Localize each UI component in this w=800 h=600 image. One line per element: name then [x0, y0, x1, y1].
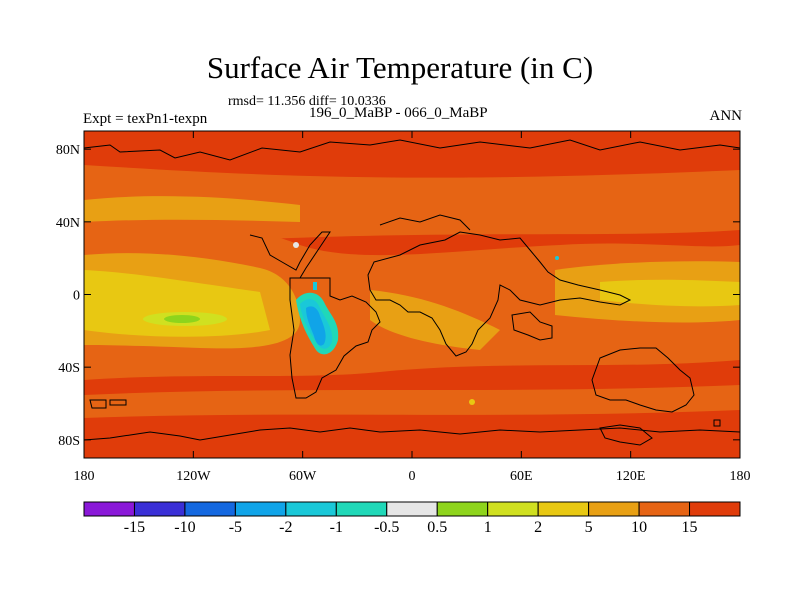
- colorbar-swatch: [537, 501, 590, 517]
- field-band-mid-lat: [84, 196, 300, 222]
- coastlines: [84, 139, 740, 446]
- latitude-axis: 80N 40N 0 40S 80S: [56, 143, 740, 449]
- colorbar-label: -15: [124, 519, 145, 536]
- field-spot-yellow-south: [469, 399, 475, 405]
- colorbar-swatch: [285, 501, 337, 517]
- colorbar-swatch: [588, 501, 640, 517]
- rmsd-diff-stats: rmsd= 11.356 diff= 10.0336: [228, 94, 386, 109]
- colorbar-label: 10: [631, 519, 647, 536]
- lon-tick-label: 180: [74, 469, 95, 484]
- colorbar: -15 -10 -5 -2 -1 -0.5 0.5 1 2 5 10 15: [83, 501, 741, 536]
- field-band-africa: [370, 290, 500, 350]
- colorbar-swatch: [133, 501, 186, 517]
- coastline-arctic: [84, 139, 740, 161]
- colorbar-label: -1: [330, 519, 343, 536]
- colorbar-swatch: [436, 501, 489, 517]
- lat-tick-label: 40N: [56, 216, 80, 231]
- field-band-west-pacific-core: [600, 279, 740, 307]
- longitude-axis: 180 120W 60W 0 60E 120E 180: [74, 131, 751, 484]
- colorbar-swatch: [83, 501, 135, 517]
- lon-tick-label: 0: [409, 469, 416, 484]
- coastline-island-1: [89, 399, 107, 409]
- lat-tick-label: 40S: [58, 361, 80, 376]
- coastline-island-3: [713, 419, 721, 427]
- colorbar-label: 1: [484, 519, 492, 536]
- colorbar-swatch: [487, 501, 539, 517]
- colorbar-swatch: [234, 501, 287, 517]
- coastline-australia: [591, 347, 695, 413]
- field-anomaly-core: [306, 306, 326, 346]
- colorbar-swatch: [335, 501, 388, 517]
- colorbar-label: -2: [279, 519, 292, 536]
- field-band-south: [84, 385, 740, 418]
- coastline-island-2: [109, 399, 127, 406]
- field-spot-green: [164, 315, 200, 323]
- field-band-north: [84, 165, 740, 250]
- colorbar-swatch: [638, 501, 691, 517]
- annual-period-label: ANN: [709, 108, 743, 124]
- colorbar-label: -10: [174, 519, 195, 536]
- colorbar-label: -5: [229, 519, 242, 536]
- colorbar-label: -0.5: [374, 519, 399, 536]
- coastline-south-america: [289, 277, 381, 399]
- colorbar-label: 15: [682, 519, 698, 536]
- colorbar-label: 0.5: [427, 519, 447, 536]
- lat-tick-label: 80N: [56, 143, 80, 158]
- coastline-central-america: [249, 231, 331, 279]
- coastline-antarctica: [84, 427, 740, 441]
- colorbar-label: 5: [585, 519, 593, 536]
- map-title: Surface Air Temperature (in C): [206, 50, 594, 85]
- coastline-antarctic-inlet: [599, 424, 653, 446]
- coastline-mediterranean: [379, 214, 471, 231]
- experiment-period-subtitle: 196_0_MaBP - 066_0_MaBP: [309, 105, 488, 121]
- colorbar-swatch: [184, 501, 236, 517]
- coastline-india: [511, 311, 553, 341]
- colorbar-label: 2: [534, 519, 542, 536]
- lon-tick-label: 180: [730, 469, 751, 484]
- lat-tick-label: 0: [73, 289, 80, 304]
- lon-tick-label: 120E: [616, 469, 646, 484]
- temperature-field: [84, 131, 740, 458]
- lon-tick-label: 120W: [176, 469, 211, 484]
- field-anomaly-north-spot: [313, 282, 317, 290]
- colorbar-swatch: [386, 501, 438, 517]
- lat-tick-label: 80S: [58, 434, 80, 449]
- field-spot-cyan: [555, 256, 559, 260]
- colorbar-swatch: [689, 501, 741, 517]
- experiment-label: Expt = texPn1-texpn: [83, 111, 208, 127]
- lon-tick-label: 60W: [289, 469, 317, 484]
- field-spot-white: [293, 242, 299, 248]
- lon-tick-label: 60E: [510, 469, 533, 484]
- coastline-afro-eurasia: [367, 231, 632, 357]
